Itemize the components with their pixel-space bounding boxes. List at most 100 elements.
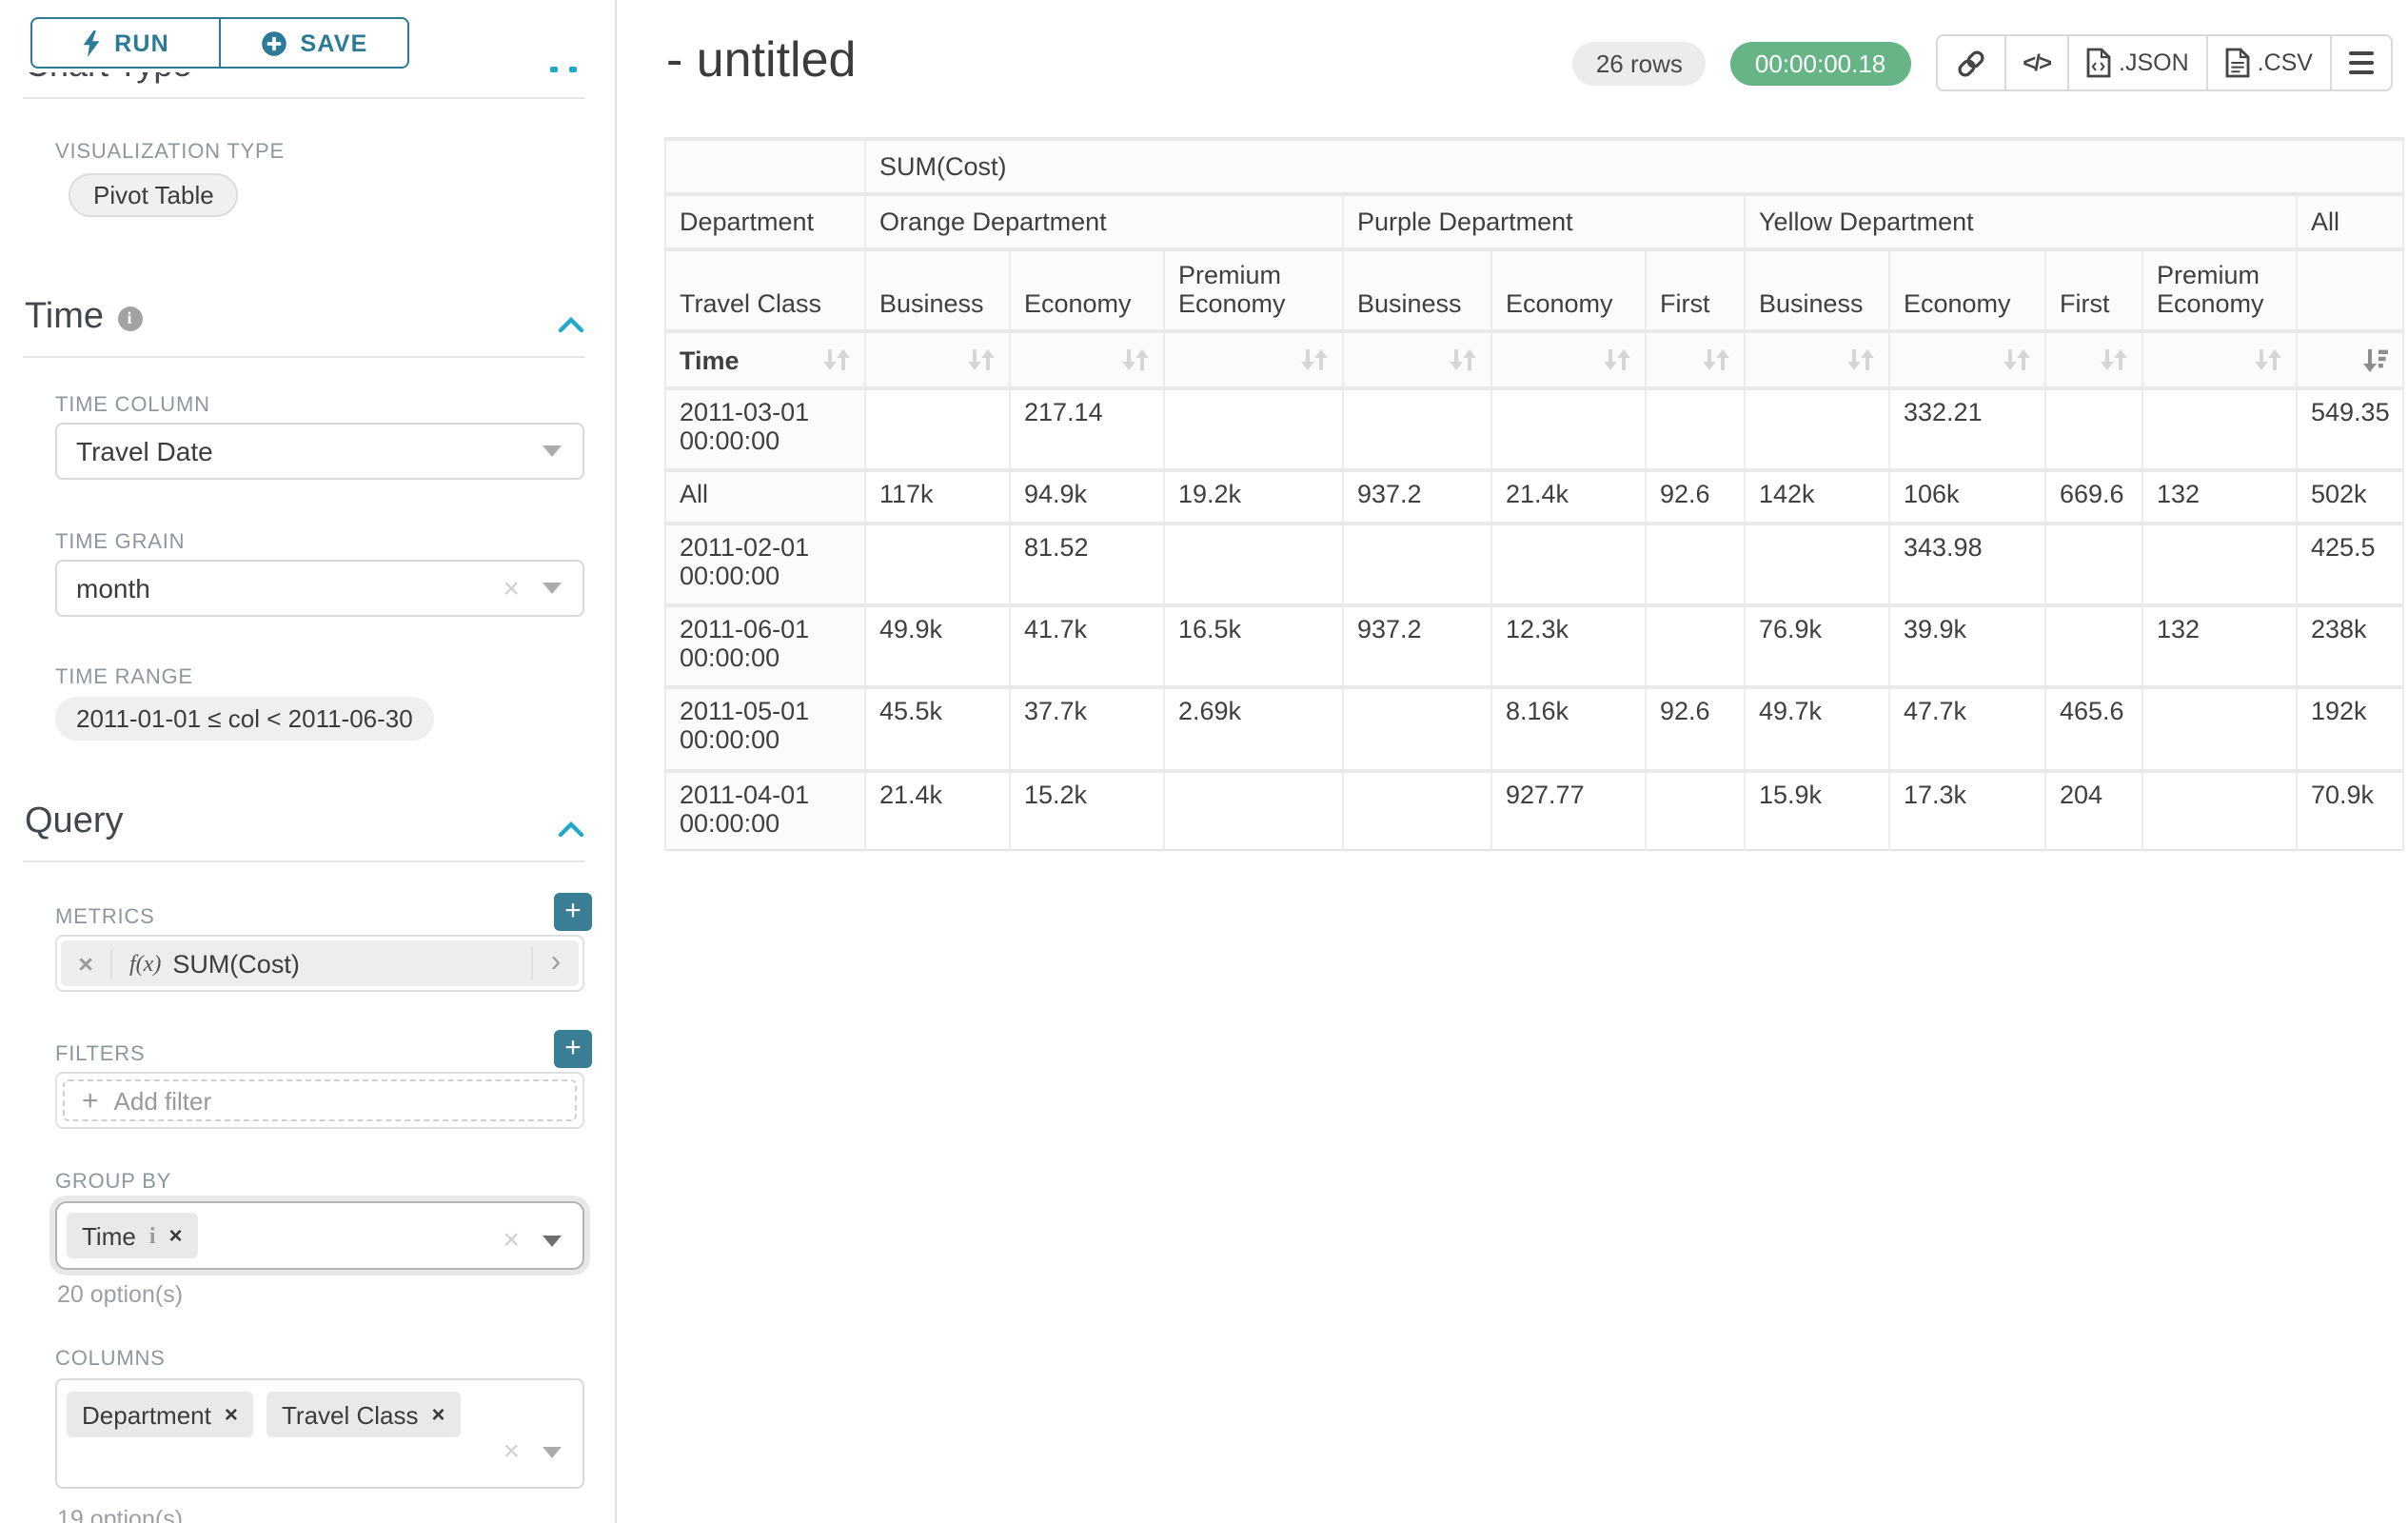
metric-name: SUM(Cost) <box>172 949 300 978</box>
save-button-label: SAVE <box>300 30 367 56</box>
remove-chip-icon[interactable]: × <box>169 1222 183 1249</box>
clear-icon[interactable]: × <box>503 1437 520 1466</box>
pivot-class-header[interactable]: First <box>1646 249 1745 331</box>
pivot-department-header[interactable]: Purple Department <box>1343 194 1745 249</box>
sort-icon[interactable] <box>967 348 996 371</box>
csv-file-icon <box>2225 48 2250 78</box>
pivot-sort-header[interactable] <box>1745 331 1889 388</box>
pivot-department-header[interactable]: Orange Department <box>865 194 1343 249</box>
pivot-cell <box>1491 524 1646 605</box>
view-query-button[interactable]: </> <box>2003 36 2067 89</box>
time-column-value: Travel Date <box>76 436 213 466</box>
sort-icon[interactable] <box>2003 348 2031 371</box>
remove-chip-icon[interactable]: × <box>432 1401 445 1428</box>
add-filter-plus-button[interactable]: + <box>554 1030 592 1068</box>
pivot-class-header[interactable]: Premium Economy <box>2142 249 2297 331</box>
info-icon[interactable]: i <box>149 1221 156 1250</box>
sort-icon[interactable] <box>2254 348 2282 371</box>
time-section-header[interactable]: Time i <box>25 297 142 339</box>
pivot-cell: 21.4k <box>1491 470 1646 524</box>
pivot-class-header[interactable]: Business <box>1745 249 1889 331</box>
remove-metric-icon[interactable]: × <box>61 949 112 978</box>
add-metric-button[interactable]: + <box>554 893 592 931</box>
caret-down-icon <box>543 583 562 594</box>
pivot-class-header[interactable]: Economy <box>1491 249 1646 331</box>
pivot-sort-header[interactable] <box>1164 331 1343 388</box>
visualization-type-pill[interactable]: Pivot Table <box>69 173 239 217</box>
query-section-title: Query <box>25 801 124 843</box>
info-icon[interactable]: i <box>117 306 142 330</box>
pivot-department-header[interactable]: All <box>2297 194 2404 249</box>
pivot-data-row: 2011-05-01 00:00:0045.5k37.7k2.69k8.16k9… <box>665 687 2404 771</box>
pivot-cell: 92.6 <box>1646 687 1745 771</box>
time-grain-select[interactable]: month × <box>55 560 584 617</box>
query-section-header[interactable]: Query <box>25 801 124 843</box>
pivot-sort-header[interactable] <box>2142 331 2297 388</box>
pivot-sort-header[interactable] <box>1889 331 2045 388</box>
pivot-class-header[interactable]: Business <box>1343 249 1491 331</box>
pivot-class-header[interactable]: Business <box>865 249 1010 331</box>
pivot-department-header[interactable]: Yellow Department <box>1745 194 2297 249</box>
time-range-pill[interactable]: 2011-01-01 ≤ col < 2011-06-30 <box>55 697 434 741</box>
pivot-table-container: SUM(Cost)DepartmentOrange DepartmentPurp… <box>664 137 2405 850</box>
pivot-row-label: All <box>665 470 865 524</box>
pivot-class-header[interactable]: First <box>2045 249 2142 331</box>
columns-select[interactable]: Department × Travel Class × × <box>55 1378 584 1489</box>
pivot-class-header[interactable] <box>2297 249 2404 331</box>
more-options-button[interactable] <box>2330 36 2391 89</box>
chart-title[interactable]: - untitled <box>666 30 856 89</box>
sort-icon[interactable] <box>1121 348 1150 371</box>
columns-chip: Department × <box>67 1392 253 1437</box>
pivot-time-header[interactable]: Time <box>665 331 865 388</box>
csv-button-label: .CSV <box>2258 49 2313 76</box>
sort-desc-icon[interactable] <box>2363 347 2390 372</box>
divider <box>23 97 584 99</box>
share-link-button[interactable] <box>1937 36 2003 89</box>
pivot-sort-header[interactable] <box>865 331 1010 388</box>
metric-chip[interactable]: f(x) SUM(Cost) <box>112 949 531 978</box>
sort-icon[interactable] <box>822 348 851 371</box>
pivot-sort-header[interactable] <box>2297 331 2404 388</box>
pivot-sort-header[interactable] <box>2045 331 2142 388</box>
pivot-cell: 332.21 <box>1889 388 2045 470</box>
chevron-up-icon[interactable] <box>558 813 584 847</box>
sort-icon[interactable] <box>2100 348 2128 371</box>
run-button[interactable]: RUN <box>30 17 221 69</box>
pivot-class-header[interactable]: Premium Economy <box>1164 249 1343 331</box>
pivot-sort-header[interactable] <box>1343 331 1491 388</box>
pivot-cell <box>1646 605 1745 687</box>
pivot-data-row: All117k94.9k19.2k937.221.4k92.6142k106k6… <box>665 470 2404 524</box>
export-json-button[interactable]: .JSON <box>2067 36 2206 89</box>
clear-icon[interactable]: × <box>503 1226 520 1255</box>
sort-icon[interactable] <box>1702 348 1730 371</box>
pivot-cell <box>2142 687 2297 771</box>
remove-chip-icon[interactable]: × <box>225 1401 238 1428</box>
pivot-class-header[interactable]: Economy <box>1010 249 1164 331</box>
pivot-sort-header[interactable] <box>1010 331 1164 388</box>
add-filter-button[interactable]: + Add filter <box>55 1072 584 1129</box>
pivot-class-header[interactable]: Economy <box>1889 249 2045 331</box>
control-panel-sidebar: Chart Type RUN SAVE VISUALIZATION TYPE P… <box>0 0 617 1523</box>
sort-icon[interactable] <box>1300 348 1329 371</box>
group-by-select[interactable]: Time i × × <box>55 1201 584 1270</box>
pivot-cell <box>2045 524 2142 605</box>
sort-icon[interactable] <box>1846 348 1875 371</box>
sort-icon[interactable] <box>1603 348 1631 371</box>
save-button[interactable]: SAVE <box>219 17 409 69</box>
pivot-sort-header[interactable] <box>1646 331 1745 388</box>
columns-chip: Travel Class × <box>266 1392 461 1437</box>
pivot-cell: 204 <box>2045 771 2142 849</box>
export-csv-button[interactable]: .CSV <box>2206 36 2330 89</box>
clear-icon[interactable]: × <box>503 574 520 603</box>
pivot-cell <box>865 524 1010 605</box>
chip-label: Department <box>82 1400 211 1429</box>
chevron-right-icon[interactable]: › <box>531 946 579 980</box>
sort-icon[interactable] <box>1449 348 1477 371</box>
pivot-cell <box>1343 388 1491 470</box>
pivot-col-dimension-header: Travel Class <box>665 249 865 331</box>
pivot-cell: 117k <box>865 470 1010 524</box>
chevron-up-icon[interactable] <box>558 308 584 343</box>
pivot-cell: 132 <box>2142 605 2297 687</box>
time-column-select[interactable]: Travel Date <box>55 423 584 480</box>
pivot-sort-header[interactable] <box>1491 331 1646 388</box>
